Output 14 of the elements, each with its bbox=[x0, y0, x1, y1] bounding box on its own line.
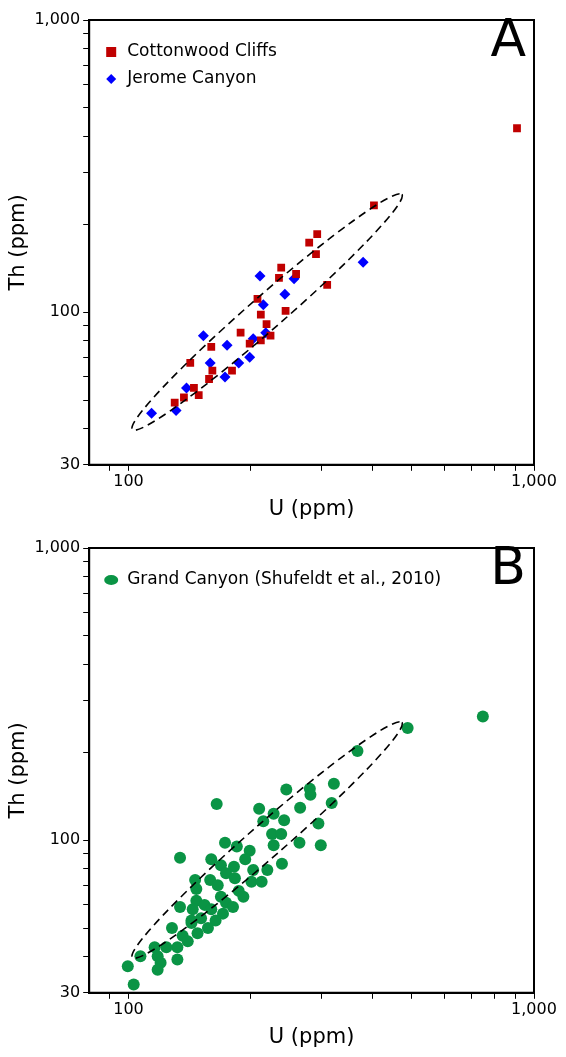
y-axis-title: Th (ppm) bbox=[5, 722, 30, 820]
legend-label: Jerome Canyon bbox=[126, 67, 257, 88]
y-tick-label: 100 bbox=[49, 829, 81, 849]
y-tick-label: 1,000 bbox=[34, 537, 81, 557]
x-axis-title: U (ppm) bbox=[268, 495, 355, 520]
y-tick-label: 30 bbox=[59, 453, 81, 473]
x-axis-title: U (ppm) bbox=[268, 1023, 355, 1048]
legend-label: Cottonwood Cliffs bbox=[127, 40, 277, 61]
y-tick-label: 30 bbox=[59, 981, 81, 1001]
y-tick-label: 1,000 bbox=[34, 9, 81, 29]
y-axis-title: Th (ppm) bbox=[5, 194, 30, 292]
legend-label: Grand Canyon (Shufeldt et al., 2010) bbox=[127, 568, 442, 589]
chart-title: A bbox=[490, 7, 527, 68]
y-tick-label: 100 bbox=[49, 301, 81, 321]
